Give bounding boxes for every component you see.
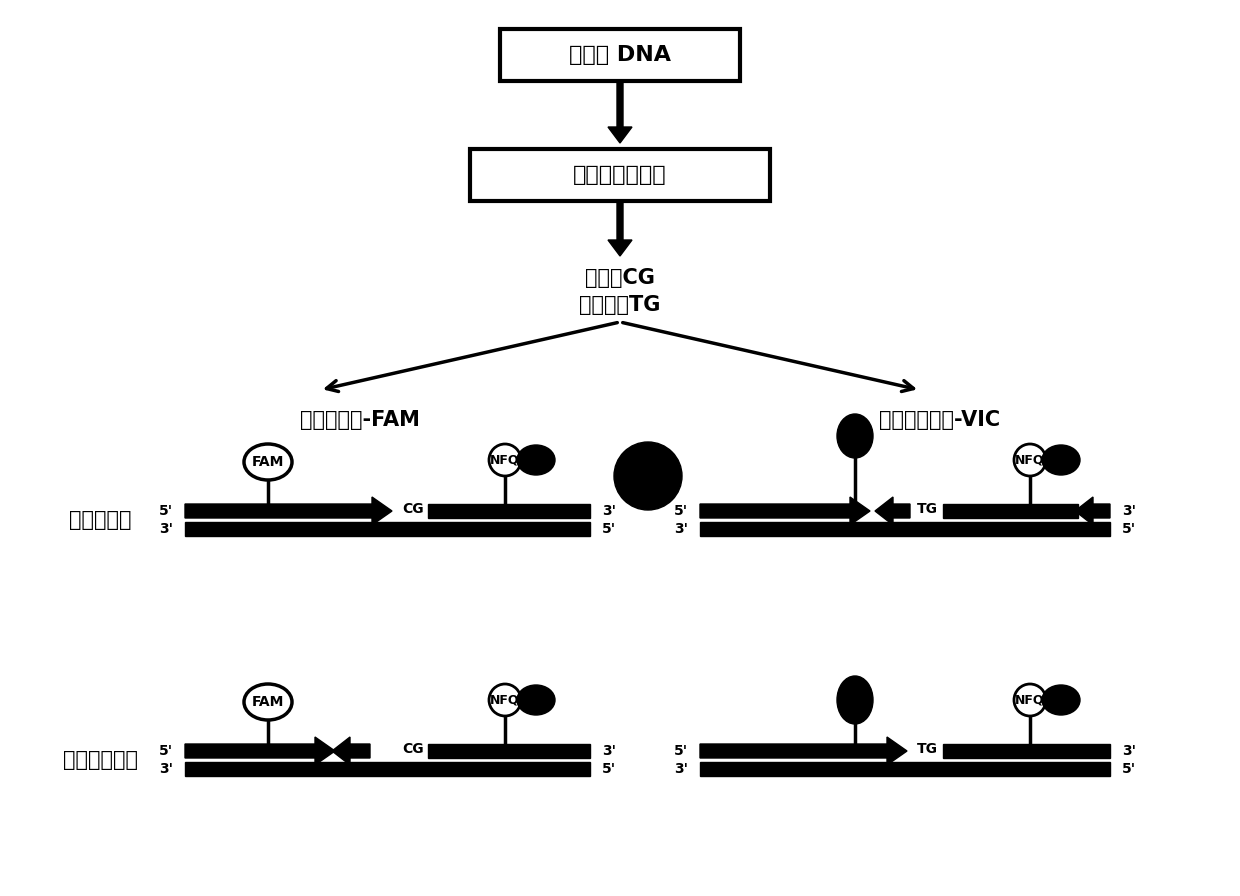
Text: AC: AC bbox=[402, 764, 423, 778]
Text: 3': 3' bbox=[601, 744, 616, 758]
Text: 3': 3' bbox=[159, 522, 174, 536]
Text: 5': 5' bbox=[1122, 522, 1136, 536]
Text: 5': 5' bbox=[159, 504, 174, 518]
Text: 5': 5' bbox=[601, 522, 616, 536]
FancyArrow shape bbox=[185, 497, 392, 525]
Text: GC: GC bbox=[402, 524, 424, 538]
Text: 3': 3' bbox=[601, 504, 616, 518]
Text: FAM: FAM bbox=[252, 455, 284, 469]
Bar bbox=[428, 744, 590, 758]
Text: NFQ: NFQ bbox=[490, 694, 520, 707]
Text: AC: AC bbox=[918, 764, 937, 778]
Bar bbox=[942, 744, 1110, 758]
FancyArrow shape bbox=[701, 497, 870, 525]
Text: 3': 3' bbox=[1122, 504, 1136, 518]
Bar bbox=[428, 504, 590, 518]
Text: TG: TG bbox=[918, 502, 937, 516]
Text: 非甲基化TG: 非甲基化TG bbox=[579, 295, 661, 315]
Text: 甲基化位点: 甲基化位点 bbox=[68, 510, 131, 530]
FancyArrow shape bbox=[608, 81, 632, 143]
Circle shape bbox=[614, 442, 682, 510]
FancyArrow shape bbox=[608, 201, 632, 256]
Ellipse shape bbox=[244, 684, 291, 720]
FancyArrow shape bbox=[185, 737, 335, 765]
Ellipse shape bbox=[517, 685, 556, 715]
Text: 甲基化CG: 甲基化CG bbox=[585, 268, 655, 288]
Text: 3': 3' bbox=[1122, 744, 1136, 758]
FancyBboxPatch shape bbox=[500, 29, 740, 81]
Bar bbox=[701, 762, 1110, 776]
Text: 3': 3' bbox=[675, 522, 688, 536]
Text: 5': 5' bbox=[673, 744, 688, 758]
Text: NFQ: NFQ bbox=[1016, 694, 1045, 707]
Bar bbox=[701, 522, 1110, 536]
Text: 亚硫酸氢盐转化: 亚硫酸氢盐转化 bbox=[573, 165, 667, 185]
Text: 基因组 DNA: 基因组 DNA bbox=[569, 45, 671, 65]
Text: 3': 3' bbox=[675, 762, 688, 776]
Text: NFQ: NFQ bbox=[490, 453, 520, 467]
Ellipse shape bbox=[837, 676, 873, 724]
FancyArrow shape bbox=[875, 497, 910, 525]
Text: TG: TG bbox=[918, 742, 937, 756]
Bar bbox=[185, 762, 590, 776]
Ellipse shape bbox=[244, 444, 291, 480]
Circle shape bbox=[1014, 684, 1047, 716]
Text: 甲基化探针-FAM: 甲基化探针-FAM bbox=[300, 410, 420, 430]
Text: 非甲基化探针-VIC: 非甲基化探针-VIC bbox=[879, 410, 1001, 430]
Text: FAM: FAM bbox=[252, 695, 284, 709]
Circle shape bbox=[1014, 444, 1047, 476]
Text: 5': 5' bbox=[673, 504, 688, 518]
FancyArrow shape bbox=[332, 737, 370, 765]
Ellipse shape bbox=[517, 445, 556, 475]
Circle shape bbox=[489, 444, 521, 476]
FancyArrow shape bbox=[1075, 497, 1110, 525]
Bar bbox=[185, 522, 590, 536]
Text: GC: GC bbox=[918, 524, 939, 538]
Text: 5': 5' bbox=[601, 762, 616, 776]
Text: 5': 5' bbox=[1122, 762, 1136, 776]
Ellipse shape bbox=[1042, 445, 1080, 475]
Text: CG: CG bbox=[402, 742, 424, 756]
Text: 非甲基化位点: 非甲基化位点 bbox=[62, 750, 138, 770]
Text: NFQ: NFQ bbox=[1016, 453, 1045, 467]
Text: CG: CG bbox=[402, 502, 424, 516]
Circle shape bbox=[489, 684, 521, 716]
Ellipse shape bbox=[837, 414, 873, 458]
FancyBboxPatch shape bbox=[470, 149, 770, 201]
FancyArrow shape bbox=[701, 737, 906, 765]
Text: 3': 3' bbox=[159, 762, 174, 776]
Text: 5': 5' bbox=[159, 744, 174, 758]
Ellipse shape bbox=[1042, 685, 1080, 715]
Bar bbox=[942, 504, 1078, 518]
